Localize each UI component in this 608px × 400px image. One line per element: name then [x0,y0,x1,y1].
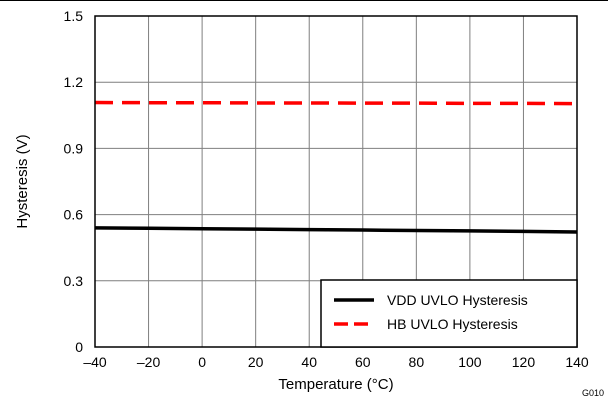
series-line-vdd-uvlo [94,226,578,234]
y-tick-label: 1.2 [64,74,84,90]
y-tick-label: 0.6 [64,207,84,223]
legend-label: VDD UVLO Hysteresis [387,292,528,308]
legend: VDD UVLO Hysteresis HB UVLO Hysteresis [320,279,578,348]
series-line-hb-uvlo [94,100,578,106]
figure-code-label: G010 [582,388,604,398]
x-tick-label: 0 [198,354,206,370]
y-tick-label: 0 [75,339,83,355]
x-tick-label: –40 [83,354,107,370]
y-tick-label: 1.5 [64,8,84,24]
x-tick-label: 120 [512,354,536,370]
x-tick-label: 80 [409,354,425,370]
series-lines [94,100,578,234]
y-tick-label: 0.9 [64,140,84,156]
legend-label: HB UVLO Hysteresis [387,316,518,332]
legend-box [320,279,578,348]
x-tick-label: –20 [137,354,161,370]
tick-labels: –40 –20 0 20 40 60 80 100 120 140 0 0.3 0.6 0.9 1.2 1.5 [64,8,589,370]
x-tick-label: 60 [355,354,371,370]
x-tick-label: 20 [248,354,264,370]
x-tick-label: 140 [565,354,589,370]
top-border [0,0,608,1]
x-axis-label: Temperature (°C) [278,376,393,393]
y-tick-label: 0.3 [64,273,84,289]
x-tick-label: 40 [301,354,317,370]
y-axis-label: Hysteresis (V) [14,134,31,228]
x-tick-label: 100 [458,354,482,370]
